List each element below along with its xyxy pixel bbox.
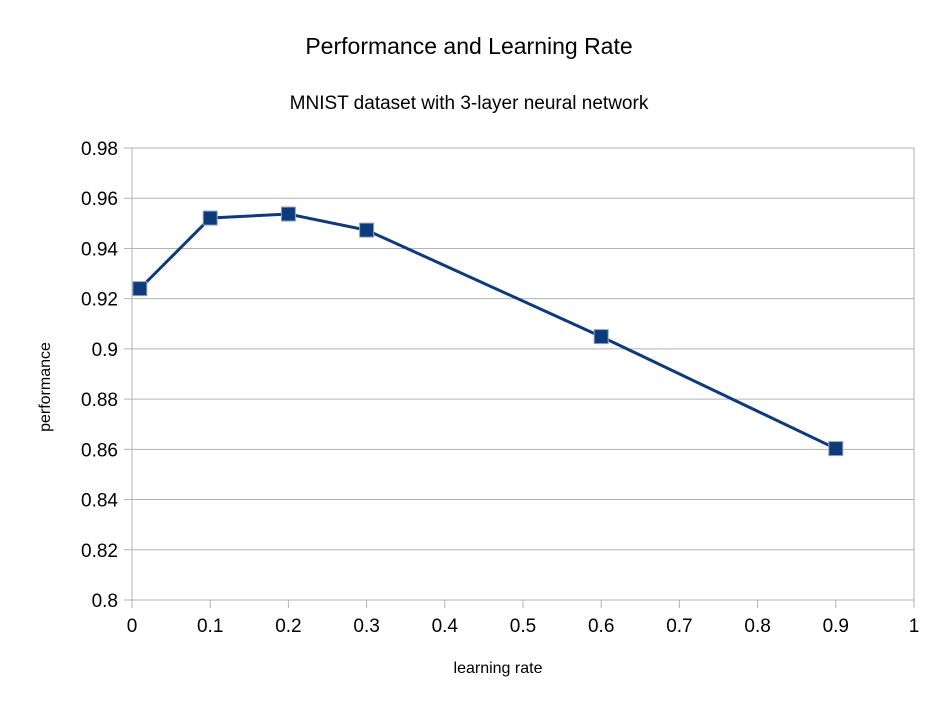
y-axis-label: performance <box>37 342 54 432</box>
x-tick-label: 0.3 <box>353 616 379 637</box>
data-point-marker <box>280 206 296 222</box>
y-tick-labels: 0.8 0.82 0.84 0.86 0.88 0.9 0.92 0.94 0.96 0.98 <box>81 139 118 612</box>
y-tick-label: 0.8 <box>92 591 118 612</box>
series-line <box>138 212 837 450</box>
chart-subtitle: MNIST dataset with 3-layer neural networ… <box>290 93 649 114</box>
data-point-marker <box>202 210 218 226</box>
chart-title: Performance and Learning Rate <box>305 33 632 59</box>
y-tick-label: 0.86 <box>81 440 118 461</box>
series-layer <box>132 206 844 457</box>
x-axis-label: learning rate <box>454 660 543 677</box>
y-tick-label: 0.92 <box>81 290 118 311</box>
y-tick-label: 0.9 <box>92 340 118 361</box>
data-point-marker <box>359 222 375 238</box>
x-tick-label: 1 <box>909 616 920 637</box>
data-point-marker <box>593 329 609 345</box>
x-tick-label: 0 <box>127 616 138 637</box>
x-tick-label: 0.2 <box>275 616 301 637</box>
x-tick-label: 0.4 <box>432 616 459 637</box>
y-tick-label: 0.98 <box>81 139 118 160</box>
y-tick-label: 0.94 <box>81 239 118 260</box>
y-tick-label: 0.84 <box>81 491 118 512</box>
x-tick-label: 0.9 <box>823 616 849 637</box>
x-tick-labels: 0 0.1 0.2 0.3 0.4 0.5 0.6 0.7 0.8 0.9 1 <box>127 616 920 637</box>
data-point-marker <box>132 281 148 297</box>
y-tick-label: 0.88 <box>81 390 118 411</box>
x-tick-label: 0.5 <box>510 616 536 637</box>
axes <box>124 147 915 608</box>
data-point-marker <box>828 441 844 457</box>
grid-lines <box>132 147 914 601</box>
x-tick-label: 0.7 <box>666 616 692 637</box>
x-tick-label: 0.8 <box>744 616 770 637</box>
y-tick-label: 0.82 <box>81 541 118 562</box>
x-tick-label: 0.1 <box>197 616 223 637</box>
x-tick-label: 0.6 <box>588 616 614 637</box>
y-tick-label: 0.96 <box>81 189 118 210</box>
